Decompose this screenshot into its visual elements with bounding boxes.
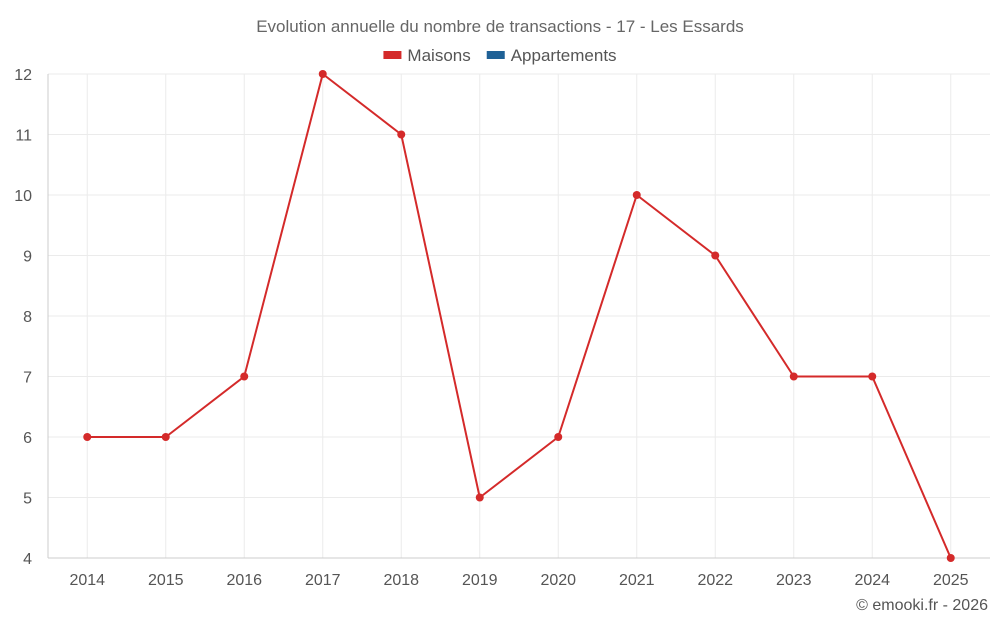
x-axis: 2014 2015 2016 2017 2018 2019 2020 2021 2022 2023…	[69, 572, 968, 589]
copyright-footer: © emooki.fr - 2026	[856, 597, 988, 614]
grid	[47, 73, 990, 559]
x-tick-label: 2014	[69, 572, 105, 589]
x-tick-label: 2018	[383, 572, 419, 589]
y-tick-label: 4	[23, 551, 32, 568]
y-tick-label: 9	[23, 249, 32, 266]
legend-label-appartements: Appartements	[511, 46, 617, 65]
legend-swatch-appartements	[486, 51, 505, 59]
x-tick-label: 2024	[854, 572, 890, 589]
data-point	[83, 433, 92, 441]
data-point	[946, 554, 955, 562]
data-point	[868, 372, 877, 381]
data-point	[711, 251, 720, 260]
plot-area	[83, 70, 955, 562]
y-tick-label: 10	[14, 188, 32, 205]
series-line-maisons	[87, 73, 952, 559]
x-tick-label: 2023	[776, 572, 812, 589]
x-tick-label: 2015	[148, 572, 184, 589]
data-point	[318, 70, 327, 78]
y-tick-label: 5	[23, 491, 32, 508]
y-tick-label: 8	[23, 309, 32, 326]
y-tick-label: 11	[15, 128, 32, 145]
data-point	[475, 493, 484, 502]
data-point	[789, 372, 798, 381]
data-point	[161, 433, 170, 441]
x-tick-label: 2017	[305, 572, 341, 589]
x-tick-label: 2020	[540, 572, 576, 589]
x-tick-label: 2019	[462, 572, 498, 589]
data-point	[632, 191, 641, 199]
y-tick-label: 6	[23, 430, 32, 447]
legend-label-maisons: Maisons	[407, 46, 470, 65]
legend: Maisons Appartements	[383, 46, 617, 65]
data-point	[240, 372, 249, 381]
chart-title: Evolution annuelle du nombre de transact…	[256, 17, 744, 36]
x-tick-label: 2021	[619, 572, 655, 589]
data-point	[554, 433, 563, 441]
x-tick-label: 2025	[933, 572, 969, 589]
y-tick-label: 7	[23, 370, 32, 387]
data-point	[397, 130, 406, 139]
x-tick-label: 2022	[697, 572, 733, 589]
x-tick-label: 2016	[226, 572, 262, 589]
legend-swatch-maisons	[383, 51, 402, 59]
y-axis: 4 5 6 7 8 9 10 11 12	[14, 67, 32, 568]
y-tick-label: 12	[14, 67, 32, 84]
